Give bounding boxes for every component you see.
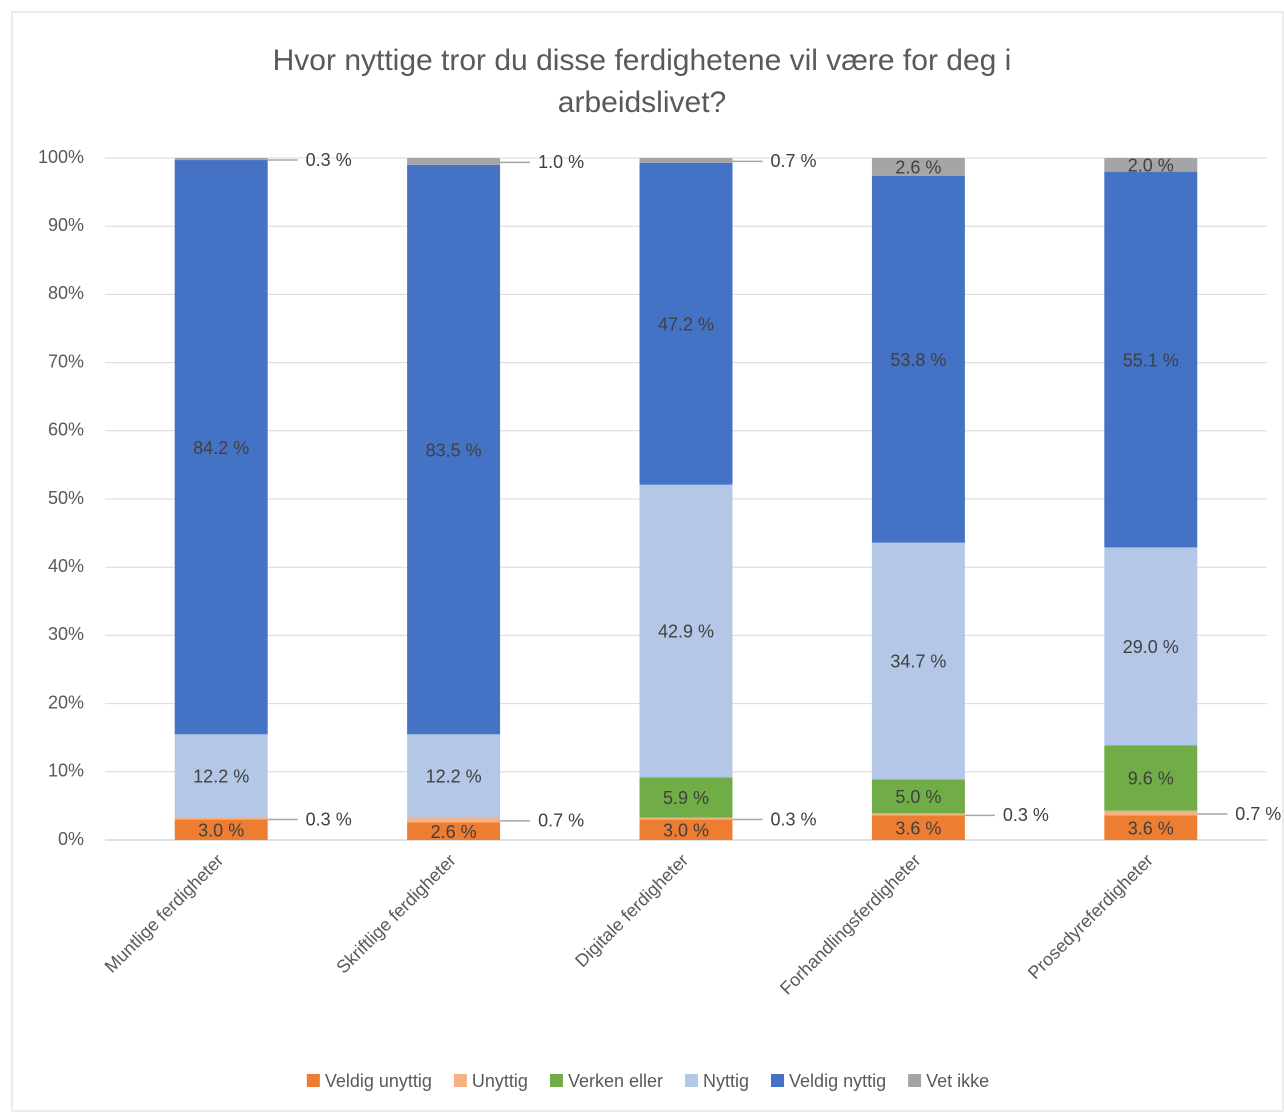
bar-segment: [174, 734, 268, 818]
legend-swatch: [549, 1074, 563, 1087]
data-label: 9.6 %: [1128, 769, 1174, 789]
bar-segment: [871, 542, 965, 780]
data-label: 3.0 %: [663, 821, 709, 841]
data-label: 12.2 %: [193, 767, 249, 787]
data-label: 34.7 %: [890, 652, 946, 672]
legend-swatch: [306, 1074, 320, 1087]
legend-label: Verken eller: [568, 1071, 663, 1091]
y-tick-label: 10%: [48, 761, 84, 781]
bar-segment: [871, 815, 965, 840]
bar-segment: [407, 164, 501, 735]
legend-label: Veldig unyttig: [325, 1071, 432, 1091]
data-label: 5.9 %: [663, 788, 709, 808]
bar-segment: [871, 813, 965, 816]
bar-segment: [871, 779, 965, 814]
data-label: 3.6 %: [1128, 818, 1174, 838]
bar-segment: [1104, 745, 1198, 811]
bar-segment: [1104, 547, 1198, 746]
legend-swatch: [908, 1074, 922, 1087]
data-label: 0.3 %: [1003, 805, 1049, 825]
data-label: 5.0 %: [895, 787, 941, 807]
data-label: 12.2 %: [426, 767, 482, 787]
bar-segment: [1104, 171, 1198, 548]
y-tick-label: 70%: [48, 351, 84, 371]
legend-label: Nyttig: [703, 1071, 749, 1091]
bar-segment: [174, 160, 268, 735]
legend-swatch: [453, 1074, 467, 1087]
bar-segment: [639, 484, 733, 778]
bar-segment: [407, 822, 501, 840]
data-label: 3.0 %: [198, 821, 244, 841]
bar-segment: [639, 777, 733, 818]
y-tick-label: 60%: [48, 420, 84, 440]
bar-segment: [407, 817, 501, 823]
y-tick-label: 90%: [48, 215, 84, 235]
data-label: 47.2 %: [658, 314, 714, 334]
bar-segment: [174, 817, 268, 820]
bar-segment: [407, 158, 501, 165]
bar-segment: [871, 158, 965, 176]
y-tick-label: 0%: [58, 829, 84, 849]
bar-segment: [1104, 810, 1198, 816]
y-tick-label: 100%: [38, 147, 84, 167]
bar-segment: [407, 734, 501, 818]
bar-segment: [1104, 158, 1198, 172]
chart-title: Hvor nyttige tror du disse ferdighetene …: [272, 44, 1012, 119]
y-tick-label: 80%: [48, 283, 84, 303]
data-label: 2.0 %: [1128, 156, 1174, 176]
data-label: 29.0 %: [1123, 637, 1179, 657]
bar-segment: [871, 175, 965, 543]
data-label: 53.8 %: [890, 350, 946, 370]
y-tick-label: 40%: [48, 556, 84, 576]
data-label: 0.3 %: [306, 150, 352, 170]
legend-label: Unyttig: [472, 1071, 528, 1091]
legend-label: Veldig nyttig: [789, 1071, 886, 1091]
y-tick-label: 50%: [48, 488, 84, 508]
bar-segment: [639, 817, 733, 820]
legend-swatch: [685, 1074, 699, 1087]
bar-segment: [174, 158, 268, 161]
data-label: 3.6 %: [895, 818, 941, 838]
data-label: 1.0 %: [538, 152, 584, 172]
legend-label: Vet ikke: [926, 1071, 989, 1091]
data-label: 42.9 %: [658, 622, 714, 642]
data-label: 2.6 %: [895, 158, 941, 178]
bar-segment: [1104, 815, 1198, 840]
data-label: 2.6 %: [431, 822, 477, 842]
y-tick-label: 30%: [48, 624, 84, 644]
legend-swatch: [771, 1074, 785, 1087]
data-label: 55.1 %: [1123, 350, 1179, 370]
bar-segment: [639, 819, 733, 840]
bar-segment: [639, 158, 733, 163]
data-label: 0.3 %: [770, 809, 816, 829]
data-label: 0.3 %: [306, 809, 352, 829]
y-tick-label: 20%: [48, 692, 84, 712]
data-label: 83.5 %: [426, 440, 482, 460]
data-label: 0.7 %: [1235, 804, 1281, 824]
bar-segment: [639, 162, 733, 485]
data-label: 0.7 %: [538, 811, 584, 831]
data-label: 84.2 %: [193, 438, 249, 458]
bar-segment: [174, 819, 268, 840]
data-label: 0.7 %: [770, 151, 816, 171]
